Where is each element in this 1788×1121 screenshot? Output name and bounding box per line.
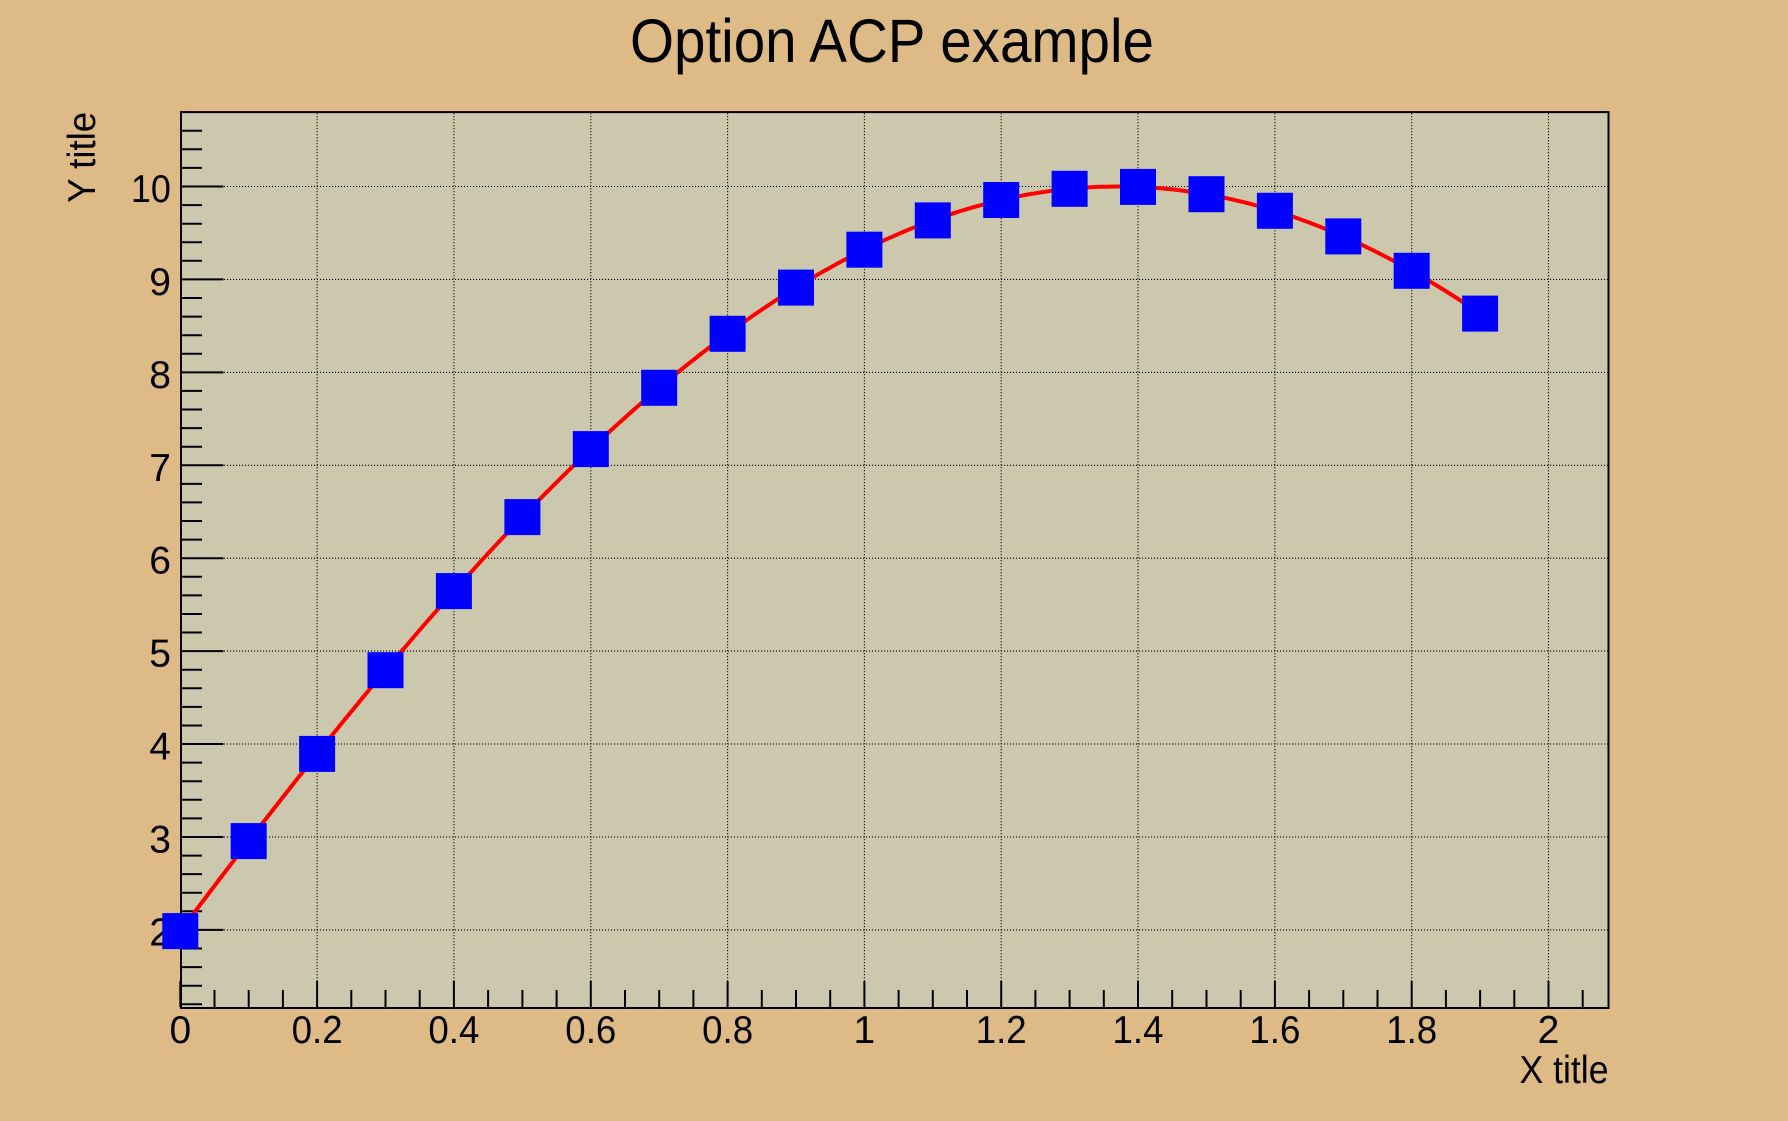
svg-text:5: 5 bbox=[149, 633, 171, 676]
svg-text:1.2: 1.2 bbox=[976, 1009, 1027, 1052]
svg-text:Option ACP example: Option ACP example bbox=[630, 7, 1154, 75]
svg-text:1.6: 1.6 bbox=[1249, 1009, 1300, 1052]
svg-text:1: 1 bbox=[854, 1009, 876, 1052]
svg-text:4: 4 bbox=[149, 726, 171, 769]
svg-text:2: 2 bbox=[1538, 1009, 1560, 1052]
svg-text:8: 8 bbox=[149, 354, 171, 397]
svg-text:0.6: 0.6 bbox=[565, 1009, 616, 1052]
svg-text:9: 9 bbox=[149, 261, 171, 304]
svg-text:Y title: Y title bbox=[61, 112, 104, 203]
svg-text:7: 7 bbox=[149, 447, 171, 490]
svg-text:0.4: 0.4 bbox=[428, 1009, 479, 1052]
svg-text:0: 0 bbox=[169, 1009, 191, 1052]
svg-text:6: 6 bbox=[149, 540, 171, 583]
svg-text:X title: X title bbox=[1520, 1049, 1609, 1092]
svg-text:1.4: 1.4 bbox=[1113, 1009, 1164, 1052]
svg-text:3: 3 bbox=[149, 819, 171, 862]
svg-text:1.8: 1.8 bbox=[1386, 1009, 1437, 1052]
svg-text:0.2: 0.2 bbox=[292, 1009, 343, 1052]
svg-text:10: 10 bbox=[131, 168, 171, 211]
svg-text:0.8: 0.8 bbox=[702, 1009, 753, 1052]
